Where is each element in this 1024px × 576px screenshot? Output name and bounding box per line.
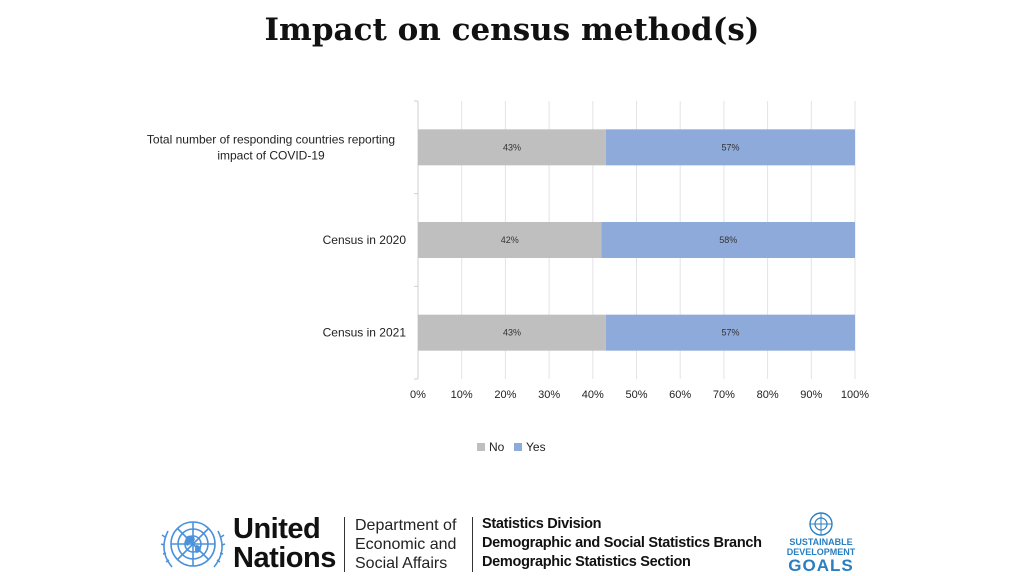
x-tick-label: 50%: [625, 389, 647, 401]
x-tick-label: 20%: [494, 389, 516, 401]
department-name: Department of Economic and Social Affair…: [355, 516, 456, 573]
bar-yes: [605, 314, 855, 351]
sdg-logo: SUSTAINABLE DEVELOPMENT GOALS: [782, 511, 860, 575]
x-tick-label: 30%: [538, 389, 560, 401]
division-line2: Demographic and Social Statistics Branch: [482, 535, 762, 551]
division-name: Statistics Division Demographic and Soci…: [482, 515, 762, 572]
legend-swatch-no: [477, 443, 485, 451]
department-line1: Department of: [355, 517, 457, 534]
division-line1: Statistics Division: [482, 516, 602, 532]
legend-swatch-yes: [514, 443, 522, 451]
stacked-bar-chart: 0% 10% 20% 30% 40% 50% 60% 70% 80% 90% 100% 43% 57% T…: [147, 100, 869, 454]
x-tick-label: 70%: [713, 389, 735, 401]
footer: United Nations Department of Economic an…: [0, 505, 1024, 576]
legend-label-no: No: [489, 440, 505, 454]
x-tick-label: 90%: [800, 389, 822, 401]
data-label: 57%: [721, 142, 739, 152]
bar-yes: [601, 222, 855, 258]
x-tick-label: 40%: [582, 389, 604, 401]
bar-yes: [605, 129, 855, 166]
data-label: 57%: [721, 328, 739, 338]
bar-no: [418, 222, 602, 258]
un-wordmark-line1: United: [233, 513, 321, 545]
data-label: 42%: [501, 235, 519, 245]
sdg-line2: DEVELOPMENT: [786, 547, 856, 557]
sdg-emblem-icon: [809, 512, 833, 536]
data-label: 43%: [503, 328, 521, 338]
page-title: Impact on census method(s): [264, 12, 760, 48]
division-line3: Demographic Statistics Section: [482, 554, 691, 570]
x-tick-label: 100%: [841, 389, 869, 401]
x-tick-label: 60%: [669, 389, 691, 401]
un-wordmark-line2: Nations: [233, 542, 336, 574]
category-label: impact of COVID-19: [217, 148, 325, 162]
x-tick-label: 80%: [757, 389, 779, 401]
x-tick-label: 10%: [451, 389, 473, 401]
category-label: Total number of responding countries rep…: [147, 132, 395, 146]
data-label: 43%: [503, 142, 521, 152]
category-label: Census in 2021: [323, 326, 407, 340]
footer-divider: [344, 517, 345, 572]
sdg-line1: SUSTAINABLE: [789, 537, 853, 547]
bar-no: [418, 129, 606, 166]
un-wordmark: United Nations: [233, 515, 336, 573]
un-emblem-icon: [160, 521, 226, 568]
x-tick-label: 0%: [410, 389, 426, 401]
department-line3: Social Affairs: [355, 555, 448, 572]
footer-divider: [472, 517, 473, 572]
legend-label-yes: Yes: [526, 440, 546, 454]
bar-no: [418, 314, 606, 351]
category-label: Census in 2020: [323, 233, 407, 247]
sdg-line3: GOALS: [788, 556, 854, 575]
department-line2: Economic and: [355, 536, 457, 553]
data-label: 58%: [719, 235, 737, 245]
